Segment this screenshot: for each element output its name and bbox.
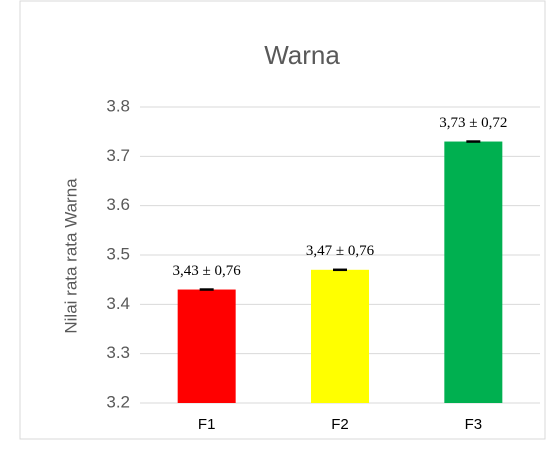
bar: [444, 141, 503, 404]
chart-title: Warna: [264, 40, 340, 70]
data-label: 3,73 ± 0,72: [439, 115, 507, 131]
data-label: 3,43 ± 0,76: [173, 263, 242, 279]
y-tick-label: 3.7: [106, 146, 130, 165]
y-tick-label: 3.4: [106, 294, 130, 313]
y-tick-label: 3.8: [106, 96, 130, 115]
data-label: 3,47 ± 0,76: [306, 243, 375, 259]
y-tick-label: 3.6: [106, 195, 130, 214]
bar: [311, 269, 369, 403]
bar: [177, 289, 236, 403]
x-tick-label: F2: [331, 416, 349, 433]
y-tick-label: 3.5: [106, 244, 130, 263]
y-tick-label: 3.3: [106, 343, 130, 362]
x-tick-label: F3: [465, 416, 483, 433]
x-tick-label: F1: [198, 416, 216, 433]
y-tick-label: 3.2: [106, 392, 130, 411]
y-axis-label: Nilai rata rata Warna: [61, 178, 80, 334]
